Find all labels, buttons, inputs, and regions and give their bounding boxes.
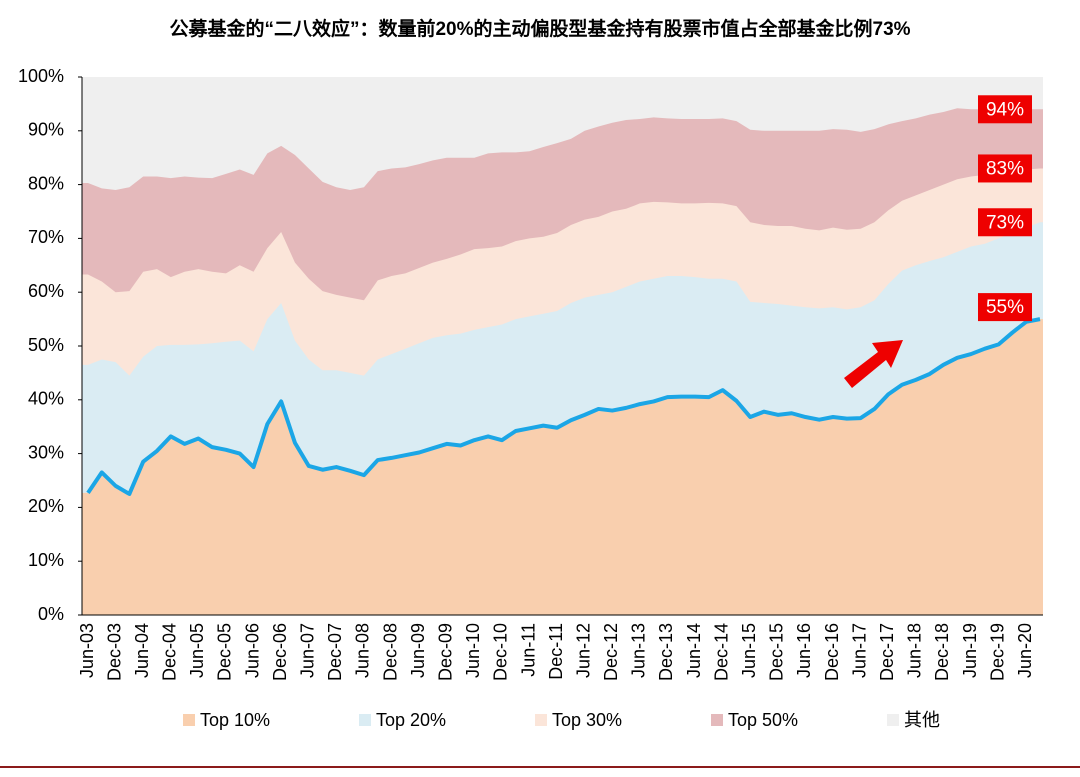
x-tick-label: Jun-13 — [629, 623, 649, 678]
value-label-box — [978, 293, 1032, 322]
x-tick-label: Jun-20 — [1015, 623, 1035, 678]
x-tick-label: Jun-18 — [905, 623, 925, 678]
x-tick-label: Jun-08 — [353, 623, 373, 678]
legend-swatch — [887, 714, 899, 726]
x-tick-label: Jun-15 — [739, 623, 759, 678]
x-tick-label: Dec-17 — [877, 623, 897, 681]
y-tick-label: 40% — [28, 389, 64, 409]
x-tick-label: Dec-03 — [104, 623, 124, 681]
x-tick-label: Jun-06 — [242, 623, 262, 678]
x-tick-label: Jun-16 — [794, 623, 814, 678]
legend-swatch — [711, 714, 723, 726]
value-label-box — [978, 154, 1032, 183]
y-tick-label: 10% — [28, 550, 64, 570]
legend-label: 其他 — [904, 710, 940, 730]
x-tick-label: Dec-12 — [601, 623, 621, 681]
y-tick-label: 90% — [28, 120, 64, 140]
x-tick-label: Jun-11 — [518, 623, 538, 677]
y-tick-label: 100% — [18, 66, 64, 86]
y-tick-label: 70% — [28, 227, 64, 247]
x-tick-label: Dec-07 — [325, 623, 345, 681]
value-label-box — [978, 208, 1032, 237]
x-tick-label: Dec-13 — [656, 623, 676, 681]
value-label: 83% — [986, 158, 1024, 179]
x-tick-label: Dec-09 — [435, 623, 455, 681]
x-tick-label: Jun-17 — [849, 623, 869, 678]
line — [86, 317, 1041, 496]
x-tick-label: Dec-18 — [932, 623, 952, 681]
trend-arrow — [844, 340, 903, 388]
x-tick-label: Jun-04 — [132, 623, 152, 678]
y-tick-label: 0% — [38, 604, 64, 624]
legend-swatch — [359, 714, 371, 726]
legend-label: Top 30% — [552, 710, 622, 730]
x-tick-label: Dec-11 — [546, 623, 566, 680]
x-tick-label: Dec-15 — [767, 623, 787, 681]
legend-label: Top 50% — [728, 710, 798, 730]
y-tick-label: 50% — [28, 335, 64, 355]
value-label-box — [978, 95, 1032, 124]
y-tick-label: 30% — [28, 442, 64, 462]
x-tick-label: Jun-19 — [960, 623, 980, 678]
y-tick-label: 20% — [28, 496, 64, 516]
chart-title: 公募基金的“二八效应”：数量前20%的主动偏股型基金持有股票市值占全部基金比例7… — [169, 17, 910, 40]
x-tick-label: Jun-09 — [408, 623, 428, 678]
x-tick-label: Jun-12 — [573, 623, 593, 678]
value-label: 55% — [986, 297, 1024, 318]
value-label: 94% — [986, 99, 1024, 120]
x-tick-label: Dec-10 — [491, 623, 511, 681]
x-tick-label: Dec-19 — [987, 623, 1007, 681]
legend-label: Top 10% — [200, 710, 270, 730]
overlay: 0% 10% 20% 30% 40% 50% 60% 70% 80% 90% 100% Jun-03 D… — [18, 66, 1043, 730]
x-tick-label: Dec-06 — [270, 623, 290, 681]
x-tick-label: Jun-05 — [187, 623, 207, 678]
y-tick-label: 80% — [28, 173, 64, 193]
x-tick-label: Jun-07 — [298, 623, 318, 678]
x-tick-label: Dec-16 — [822, 623, 842, 681]
x-tick-label: Dec-04 — [160, 623, 180, 681]
x-tick-label: Jun-10 — [463, 623, 483, 678]
x-tick-label: Dec-08 — [380, 623, 400, 681]
plot-area — [82, 77, 1043, 615]
legend-label: Top 20% — [376, 710, 446, 730]
area — [82, 319, 1043, 615]
x-tick-label: Dec-05 — [215, 623, 235, 681]
y-tick-label: 60% — [28, 281, 64, 301]
value-label: 73% — [986, 212, 1024, 233]
x-tick-label: Jun-14 — [684, 623, 704, 678]
x-tick-label: Jun-03 — [77, 623, 97, 678]
x-tick-label: Dec-14 — [711, 623, 731, 681]
legend-swatch — [535, 714, 547, 726]
legend-swatch — [183, 714, 195, 726]
